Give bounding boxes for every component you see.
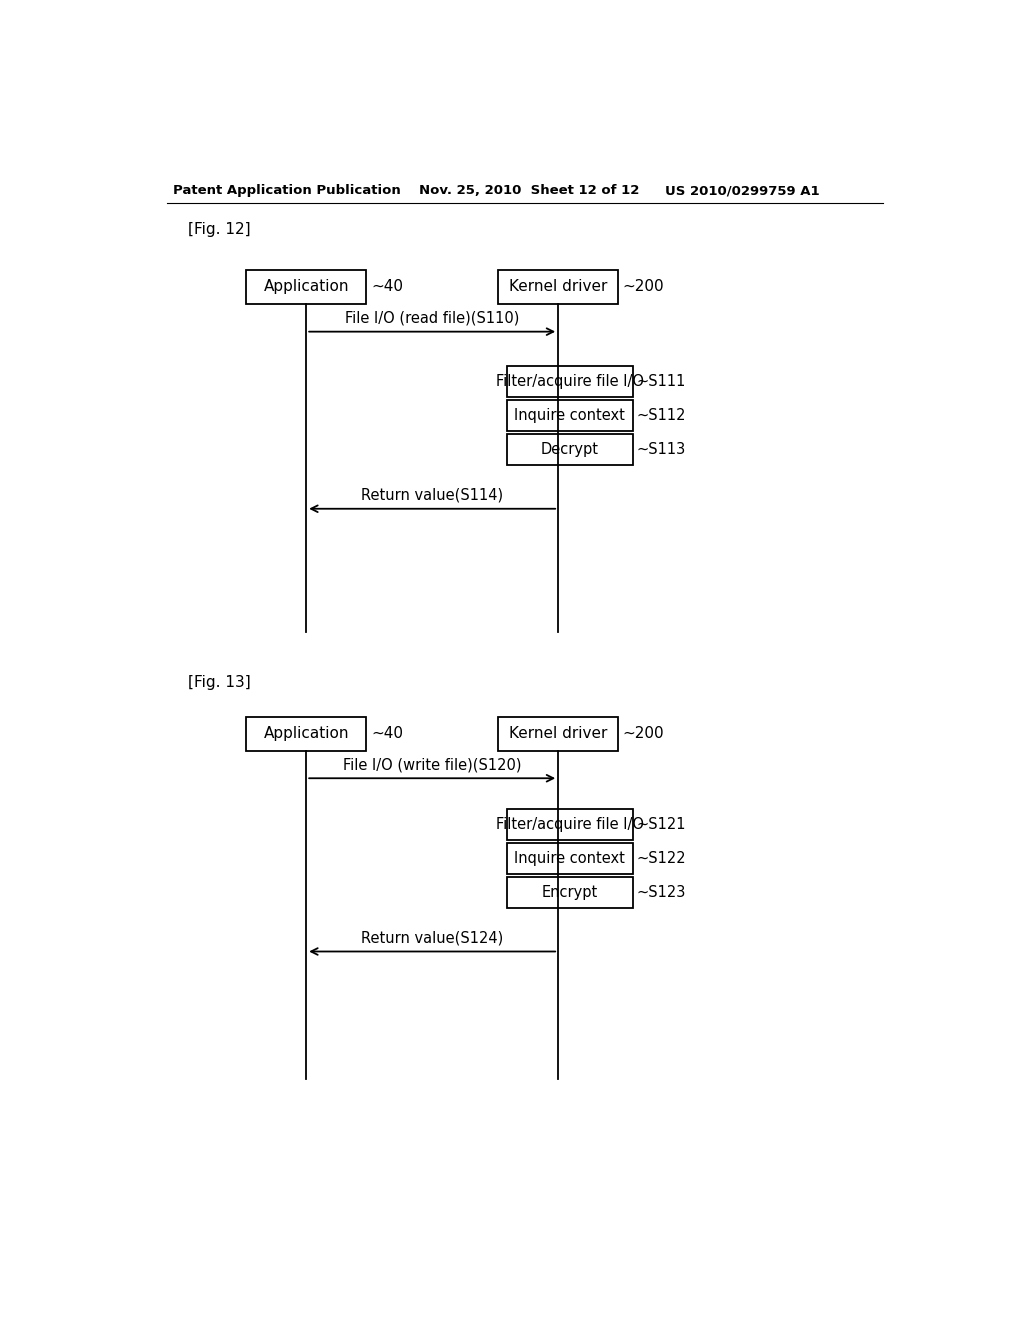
Bar	[507, 400, 633, 430]
Text: Return value(S124): Return value(S124)	[361, 931, 504, 945]
Text: Decrypt: Decrypt	[541, 442, 599, 457]
Text: Kernel driver: Kernel driver	[509, 280, 607, 294]
Bar	[498, 717, 618, 751]
Text: [Fig. 13]: [Fig. 13]	[188, 675, 251, 689]
Bar	[507, 367, 633, 397]
Bar	[507, 434, 633, 465]
Text: ~S123: ~S123	[636, 884, 686, 900]
Bar	[507, 809, 633, 840]
Text: Application: Application	[263, 280, 349, 294]
Text: Application: Application	[263, 726, 349, 741]
Text: ~S121: ~S121	[636, 817, 686, 832]
Bar	[498, 271, 618, 304]
Text: ~S113: ~S113	[636, 442, 686, 457]
Text: Inquire context: Inquire context	[514, 408, 626, 424]
Text: Filter/acquire file I/O: Filter/acquire file I/O	[496, 817, 644, 832]
Text: Patent Application Publication: Patent Application Publication	[173, 185, 400, 197]
Text: Kernel driver: Kernel driver	[509, 726, 607, 741]
Text: Nov. 25, 2010  Sheet 12 of 12: Nov. 25, 2010 Sheet 12 of 12	[419, 185, 639, 197]
Text: ~S111: ~S111	[636, 374, 686, 389]
Text: ~S112: ~S112	[636, 408, 686, 424]
Text: File I/O (read file)(S110): File I/O (read file)(S110)	[345, 310, 519, 326]
Text: ~200: ~200	[623, 280, 665, 294]
Bar	[246, 271, 367, 304]
Text: ~S122: ~S122	[636, 851, 686, 866]
Text: ~40: ~40	[371, 280, 403, 294]
Bar	[246, 717, 367, 751]
Text: ~40: ~40	[371, 726, 403, 741]
Bar	[507, 843, 633, 874]
Text: ~200: ~200	[623, 726, 665, 741]
Text: US 2010/0299759 A1: US 2010/0299759 A1	[665, 185, 819, 197]
Text: Filter/acquire file I/O: Filter/acquire file I/O	[496, 374, 644, 389]
Text: [Fig. 12]: [Fig. 12]	[188, 222, 251, 236]
Text: File I/O (write file)(S120): File I/O (write file)(S120)	[343, 758, 521, 772]
Text: Encrypt: Encrypt	[542, 884, 598, 900]
Text: Inquire context: Inquire context	[514, 851, 626, 866]
Bar	[507, 876, 633, 908]
Text: Return value(S114): Return value(S114)	[361, 487, 503, 503]
